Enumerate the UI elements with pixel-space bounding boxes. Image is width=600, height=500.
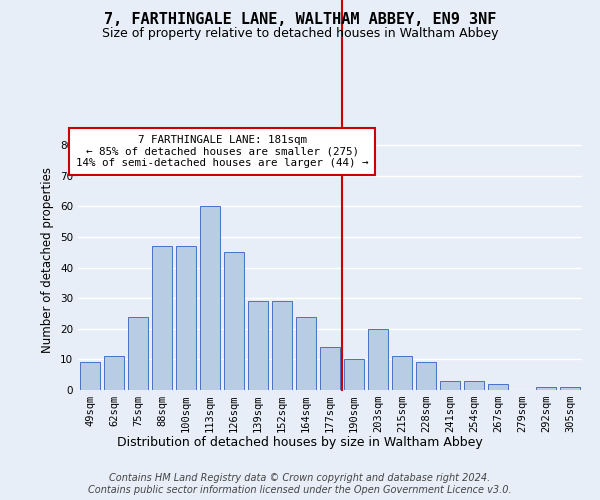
- Bar: [560, 387, 580, 390]
- Bar: [128, 316, 148, 390]
- Bar: [272, 302, 292, 390]
- Bar: [176, 246, 196, 390]
- Bar: [344, 360, 364, 390]
- Bar: [368, 329, 388, 390]
- Text: 7 FARTHINGALE LANE: 181sqm
← 85% of detached houses are smaller (275)
14% of sem: 7 FARTHINGALE LANE: 181sqm ← 85% of deta…: [76, 135, 368, 168]
- Text: 7, FARTHINGALE LANE, WALTHAM ABBEY, EN9 3NF: 7, FARTHINGALE LANE, WALTHAM ABBEY, EN9 …: [104, 12, 496, 28]
- Bar: [152, 246, 172, 390]
- Bar: [392, 356, 412, 390]
- Bar: [200, 206, 220, 390]
- Bar: [320, 347, 340, 390]
- Y-axis label: Number of detached properties: Number of detached properties: [41, 167, 55, 353]
- Bar: [416, 362, 436, 390]
- Text: Size of property relative to detached houses in Waltham Abbey: Size of property relative to detached ho…: [102, 28, 498, 40]
- Bar: [248, 302, 268, 390]
- Bar: [80, 362, 100, 390]
- Text: Contains HM Land Registry data © Crown copyright and database right 2024.
Contai: Contains HM Land Registry data © Crown c…: [88, 474, 512, 495]
- Text: Distribution of detached houses by size in Waltham Abbey: Distribution of detached houses by size …: [117, 436, 483, 449]
- Bar: [464, 381, 484, 390]
- Bar: [440, 381, 460, 390]
- Bar: [488, 384, 508, 390]
- Bar: [296, 316, 316, 390]
- Bar: [104, 356, 124, 390]
- Bar: [224, 252, 244, 390]
- Bar: [536, 387, 556, 390]
